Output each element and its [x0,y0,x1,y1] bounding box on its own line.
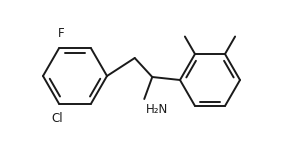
Text: H₂N: H₂N [146,103,169,116]
Text: Cl: Cl [51,112,63,125]
Text: F: F [58,27,64,40]
